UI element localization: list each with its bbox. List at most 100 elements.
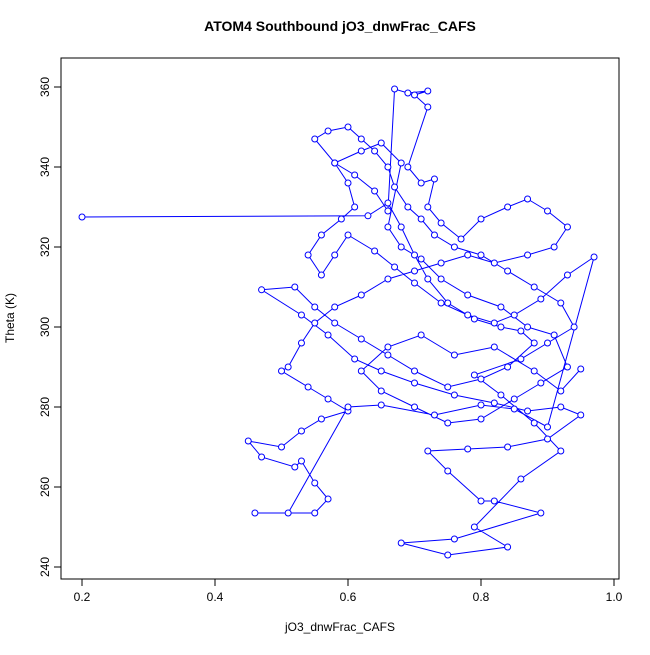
data-point: [497, 323, 505, 331]
data-point: [437, 299, 445, 307]
data-point: [324, 331, 332, 339]
data-point: [417, 331, 425, 339]
data-point: [251, 509, 259, 517]
data-point: [524, 407, 532, 415]
x-tick-label: 0.6: [340, 590, 357, 604]
data-point: [563, 271, 571, 279]
data-point: [477, 497, 485, 505]
data-point: [331, 303, 339, 311]
data-point: [517, 475, 525, 483]
data-point: [563, 223, 571, 231]
data-point: [477, 415, 485, 423]
data-point: [490, 259, 498, 267]
data-point: [417, 215, 425, 223]
data-point: [404, 163, 412, 171]
data-point: [311, 319, 319, 327]
data-point: [477, 401, 485, 409]
data-point: [357, 135, 365, 143]
data-point: [324, 495, 332, 503]
data-point: [504, 267, 512, 275]
data-point: [537, 295, 545, 303]
data-point: [417, 179, 425, 187]
data-point: [424, 203, 432, 211]
plot-frame: [60, 57, 620, 580]
data-point: [391, 263, 399, 271]
data-point: [444, 383, 452, 391]
data-point: [424, 447, 432, 455]
data-point: [524, 195, 532, 203]
data-point: [411, 367, 419, 375]
data-point: [464, 291, 472, 299]
data-point: [544, 339, 552, 347]
data-point: [304, 383, 312, 391]
data-point: [510, 395, 518, 403]
data-point: [384, 199, 392, 207]
chart-title: ATOM4 Southbound jO3_dnwFrac_CAFS: [204, 18, 476, 34]
data-point: [278, 443, 286, 451]
data-point: [297, 457, 305, 465]
data-point: [470, 523, 478, 531]
data-point: [504, 363, 512, 371]
data-point: [258, 453, 266, 461]
data-point: [470, 315, 478, 323]
data-point: [377, 387, 385, 395]
data-point: [450, 243, 458, 251]
data-point: [344, 403, 352, 411]
data-point: [450, 535, 458, 543]
data-point: [258, 286, 266, 294]
data-point: [437, 275, 445, 283]
data-point: [490, 399, 498, 407]
data-point: [557, 387, 565, 395]
data-point: [364, 212, 372, 220]
data-point: [411, 379, 419, 387]
data-point: [391, 85, 399, 93]
data-point: [424, 103, 432, 111]
data-point: [377, 401, 385, 409]
data-point: [444, 299, 452, 307]
data-point: [384, 275, 392, 283]
data-point: [351, 171, 359, 179]
data-point: [557, 403, 565, 411]
data-point: [384, 223, 392, 231]
data-point: [497, 303, 505, 311]
data-point: [384, 163, 392, 171]
data-point: [464, 445, 472, 453]
data-point: [344, 231, 352, 239]
data-point: [317, 231, 325, 239]
data-point: [470, 371, 478, 379]
data-point: [291, 283, 299, 291]
data-point: [397, 159, 405, 167]
y-tick-label: 240: [38, 557, 52, 577]
data-point: [244, 437, 252, 445]
data-point: [297, 311, 305, 319]
data-point: [411, 91, 419, 99]
data-point: [371, 247, 379, 255]
data-point: [517, 355, 525, 363]
data-point: [317, 415, 325, 423]
data-point: [284, 363, 292, 371]
data-point: [544, 435, 552, 443]
data-point: [357, 147, 365, 155]
data-point: [291, 463, 299, 471]
x-tick-label: 0.4: [207, 590, 224, 604]
data-point: [530, 283, 538, 291]
data-point: [344, 123, 352, 131]
data-point: [424, 275, 432, 283]
data-point: [437, 259, 445, 267]
y-tick-label: 340: [38, 157, 52, 177]
data-point: [384, 207, 392, 215]
y-tick-label: 260: [38, 477, 52, 497]
data-point: [450, 351, 458, 359]
data-point: [577, 365, 585, 373]
data-point: [464, 251, 472, 259]
data-point: [397, 223, 405, 231]
data-point: [537, 379, 545, 387]
data-point: [411, 403, 419, 411]
y-axis-label: Theta (K): [3, 293, 17, 343]
data-point: [311, 135, 319, 143]
x-tick-label: 1.0: [606, 590, 623, 604]
data-point: [537, 509, 545, 517]
data-point: [384, 343, 392, 351]
data-point: [430, 411, 438, 419]
data-point: [357, 335, 365, 343]
